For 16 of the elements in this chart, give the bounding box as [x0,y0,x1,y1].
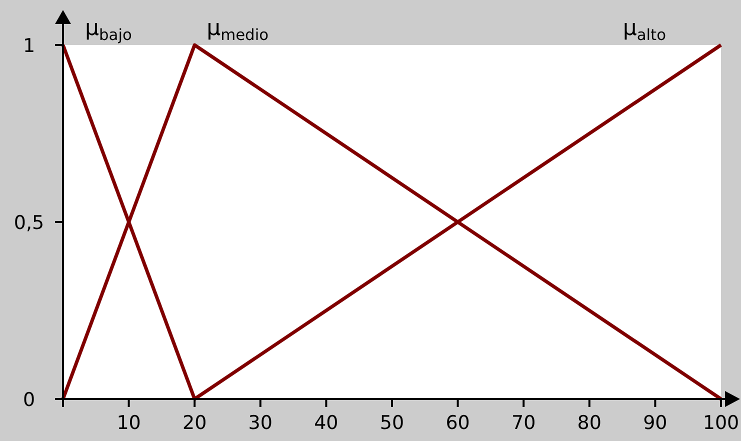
y-tick-label: 0 [22,389,36,411]
y-tick-label: 1 [22,35,36,57]
x-tick-label: 20 [182,412,207,434]
x-tick-label: 70 [512,412,536,434]
x-tick-label: 80 [577,412,602,434]
series-label: μ$_{alto}$ [622,16,666,44]
x-tick-label: 10 [116,412,141,434]
y-tick-label: 0,5 [14,212,44,234]
x-tick-label: 60 [446,412,470,434]
series-label: μ$_{medio}$ [206,16,269,44]
x-tick-label: 40 [314,412,338,434]
x-tick-label: 30 [248,412,272,434]
x-tick-label: 90 [643,412,668,434]
x-tick-label: 50 [380,412,404,434]
series-label: μ$_{bajo}$ [85,16,132,44]
x-tick-label: 100 [702,412,740,434]
